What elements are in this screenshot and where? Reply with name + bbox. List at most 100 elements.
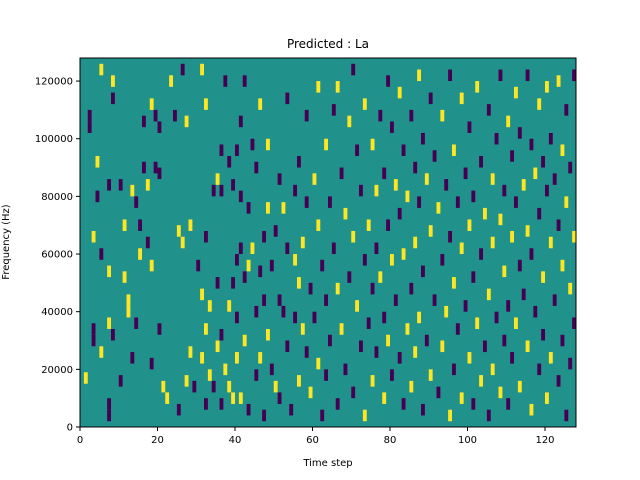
heatmap-cell xyxy=(91,230,96,243)
heatmap-cell xyxy=(490,363,495,376)
heatmap-cell xyxy=(149,98,154,110)
heatmap-cells xyxy=(83,63,576,422)
heatmap-cell xyxy=(207,300,212,312)
heatmap-cell xyxy=(258,352,263,364)
heatmap-cell xyxy=(316,81,321,93)
heatmap-cell xyxy=(277,294,282,306)
heatmap-cell xyxy=(552,173,557,185)
heatmap-cell xyxy=(161,380,166,393)
heatmap-cell xyxy=(529,403,534,416)
heatmap-cell xyxy=(145,236,150,249)
heatmap-cell xyxy=(328,196,332,208)
heatmap-cell xyxy=(324,294,329,306)
heatmap-cell xyxy=(250,138,255,151)
heatmap-cell xyxy=(204,398,208,410)
heatmap-cell xyxy=(300,323,305,335)
heatmap-cell xyxy=(494,132,499,145)
heatmap-cell xyxy=(370,375,375,387)
heatmap-cell xyxy=(246,202,251,214)
heatmap-cell xyxy=(378,271,383,283)
heatmap-cell xyxy=(149,259,154,272)
heatmap-cell xyxy=(320,409,325,422)
heatmap-cell xyxy=(436,386,441,399)
heatmap-cell xyxy=(455,196,460,208)
heatmap-cell xyxy=(506,398,511,410)
heatmap-cell xyxy=(138,219,143,231)
heatmap-cell xyxy=(304,196,309,208)
heatmap-cell xyxy=(529,138,534,151)
heatmap-cell xyxy=(169,75,174,87)
heatmap-cell xyxy=(452,277,456,289)
heatmap-cell xyxy=(572,317,576,329)
heatmap-cell xyxy=(324,369,329,381)
heatmap-cell xyxy=(560,144,565,157)
heatmap-cell xyxy=(444,305,449,318)
heatmap-cell xyxy=(386,75,391,87)
heatmap-cell xyxy=(362,98,367,110)
heatmap-cell xyxy=(339,167,344,180)
heatmap-cell xyxy=(277,173,282,185)
heatmap-cell xyxy=(281,202,286,214)
heatmap-cell xyxy=(235,144,239,157)
heatmap-cell xyxy=(382,167,387,180)
y-axis-label: Frequency (Hz) xyxy=(1,204,12,280)
heatmap-cell xyxy=(401,248,406,260)
heatmap-cell xyxy=(506,300,511,312)
heatmap-cell xyxy=(409,109,414,122)
heatmap-cell xyxy=(486,409,491,422)
heatmap-cell xyxy=(269,259,274,272)
heatmap-cell xyxy=(312,311,317,324)
heatmap-cell xyxy=(200,288,205,301)
heatmap-cell xyxy=(297,375,301,387)
heatmap-cell xyxy=(347,115,352,128)
heatmap-cell xyxy=(521,288,526,301)
heatmap-cell xyxy=(459,392,464,404)
heatmap-cell xyxy=(421,132,425,145)
heatmap-cell xyxy=(316,219,321,231)
heatmap-cell xyxy=(180,63,185,76)
heatmap-cell xyxy=(196,259,201,272)
heatmap-cell xyxy=(219,184,224,197)
heatmap-cell xyxy=(99,63,104,76)
heatmap-cell xyxy=(537,207,542,220)
heatmap-cell xyxy=(448,409,453,422)
heatmap-cell xyxy=(548,352,553,364)
heatmap-cell xyxy=(409,282,414,295)
heatmap-cell xyxy=(328,334,332,347)
heatmap-cell xyxy=(374,242,379,255)
heatmap-cell xyxy=(545,392,549,404)
y-tick-label: 100000 xyxy=(35,134,73,145)
heatmap-cell xyxy=(331,242,336,255)
heatmap-cell xyxy=(153,109,158,122)
y-tick-label: 120000 xyxy=(35,77,73,88)
heatmap-cell xyxy=(316,357,321,370)
heatmap-cell xyxy=(545,184,549,197)
plot-frame xyxy=(79,57,577,428)
heatmap-cell xyxy=(246,259,251,272)
heatmap-cell xyxy=(273,380,278,393)
heatmap-cell xyxy=(572,230,576,243)
heatmap-cell xyxy=(417,196,422,208)
heatmap-cell xyxy=(355,300,360,312)
heatmap-cell xyxy=(300,236,305,249)
heatmap-cell xyxy=(335,282,340,295)
heatmap-cell xyxy=(413,346,418,358)
heatmap-cell xyxy=(467,121,472,133)
heatmap-cell xyxy=(173,109,177,122)
heatmap-cell xyxy=(436,202,441,214)
heatmap-cell xyxy=(440,254,445,266)
heatmap-cell xyxy=(448,230,453,243)
heatmap-cell xyxy=(510,352,515,364)
heatmap-cell xyxy=(204,323,208,335)
heatmap-cell xyxy=(281,305,286,318)
heatmap-cell xyxy=(374,346,379,358)
heatmap-cell xyxy=(145,179,150,191)
heatmap-cell xyxy=(533,167,538,180)
heatmap-cell xyxy=(564,409,569,422)
heatmap-cell xyxy=(107,179,112,191)
heatmap-cell xyxy=(397,86,402,99)
heatmap-cell xyxy=(452,363,456,376)
y-tick-label: 20000 xyxy=(41,365,73,376)
heatmap-cell xyxy=(242,334,247,347)
